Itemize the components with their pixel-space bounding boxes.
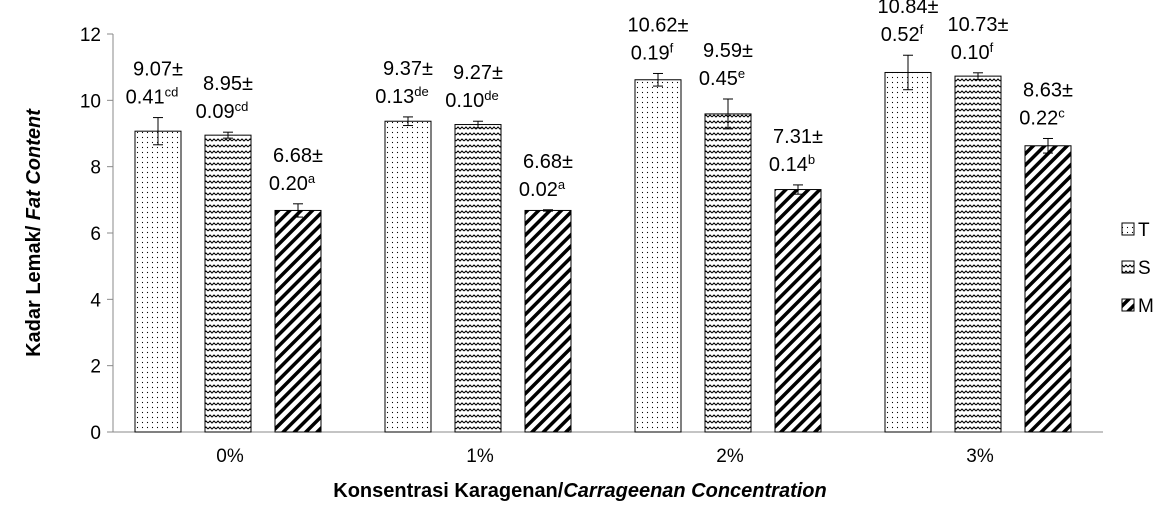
y-tick-label: 0 [90, 423, 101, 444]
value-label: 7.31± [773, 126, 823, 148]
y-tick-label: 12 [80, 25, 101, 46]
error-label: 0.52f [881, 22, 924, 46]
bar [524, 209, 572, 433]
x-tick-label: 1% [466, 446, 494, 467]
bar [884, 71, 932, 433]
legend-label: S [1138, 258, 1151, 279]
bar [704, 113, 752, 433]
significance-letter: a [558, 177, 566, 192]
error-value: 0.14 [769, 154, 808, 176]
error-value: 0.52 [881, 24, 920, 46]
legend-swatch [1121, 222, 1135, 236]
x-tick-label: 3% [966, 446, 994, 467]
error-label: 0.20a [269, 171, 316, 195]
y-tick-label: 4 [90, 290, 101, 311]
error-label: 0.09cd [196, 99, 249, 123]
error-label: 0.02a [519, 177, 566, 201]
error-value: 0.10 [445, 90, 484, 112]
y-axis-title-italic: Fat Content [23, 108, 45, 220]
y-tick-label: 10 [80, 91, 101, 112]
x-tick-label: 0% [216, 446, 244, 467]
error-label: 0.19f [631, 40, 674, 64]
value-label: 9.37± [383, 58, 433, 80]
error-value: 0.13 [375, 86, 414, 108]
error-value: 0.22 [1019, 107, 1058, 129]
significance-letter: de [484, 88, 498, 103]
value-label: 8.95± [203, 73, 253, 95]
significance-letter: cd [165, 85, 179, 100]
value-label: 10.84± [877, 0, 938, 18]
bar [774, 189, 822, 433]
error-value: 0.45 [699, 68, 738, 90]
legend-swatch [1121, 298, 1135, 312]
bar [954, 75, 1002, 433]
significance-letter: a [308, 171, 316, 186]
x-axis-title-italic: Carrageenan Concentration [563, 480, 826, 502]
error-label: 0.22c [1019, 105, 1065, 129]
significance-letter: cd [235, 99, 249, 114]
x-axis-title-plain: Konsentrasi Karagenan/ [333, 480, 564, 502]
significance-letter: de [414, 84, 428, 99]
bar [384, 120, 432, 433]
y-axis-title: Kadar Lemak/ Fat Content [23, 108, 45, 357]
significance-letter: f [920, 22, 924, 37]
significance-letter: e [738, 66, 745, 81]
error-label: 0.10f [951, 40, 994, 64]
bar [134, 130, 182, 433]
significance-letter: c [1058, 105, 1065, 120]
value-label: 6.68± [523, 151, 573, 173]
bar [634, 79, 682, 433]
x-axis-title: Konsentrasi Karagenan/Carrageenan Concen… [333, 480, 826, 502]
value-label: 10.73± [947, 14, 1008, 36]
value-label: 8.63± [1023, 79, 1073, 101]
error-label: 0.45e [699, 66, 745, 90]
significance-letter: f [990, 40, 994, 55]
error-label: 0.10de [445, 88, 498, 112]
y-tick-label: 8 [90, 158, 101, 179]
significance-letter: f [670, 40, 674, 55]
value-label: 10.62± [627, 14, 688, 36]
error-label: 0.13de [375, 84, 428, 108]
error-label: 0.14b [769, 152, 815, 176]
error-label: 0.41cd [126, 85, 179, 109]
significance-letter: b [808, 152, 815, 167]
x-tick-label: 2% [716, 446, 744, 467]
legend-swatch [1121, 260, 1135, 274]
value-label: 9.07± [133, 59, 183, 81]
value-label: 6.68± [273, 145, 323, 167]
value-label: 9.59± [703, 40, 753, 62]
y-tick-label: 6 [90, 224, 101, 245]
error-value: 0.20 [269, 173, 308, 195]
y-tick-label: 2 [90, 357, 101, 378]
error-value: 0.41 [126, 87, 165, 109]
value-label: 9.27± [453, 62, 503, 84]
error-value: 0.09 [196, 101, 235, 123]
error-value: 0.10 [951, 42, 990, 64]
y-axis-title-plain: Kadar Lemak/ [23, 220, 45, 357]
bar [274, 209, 322, 433]
legend-label: T [1138, 220, 1150, 241]
bar [1024, 145, 1072, 433]
legend-label: M [1138, 296, 1154, 317]
error-value: 0.02 [519, 179, 558, 201]
bar [454, 124, 502, 433]
error-value: 0.19 [631, 42, 670, 64]
bar [204, 134, 252, 433]
